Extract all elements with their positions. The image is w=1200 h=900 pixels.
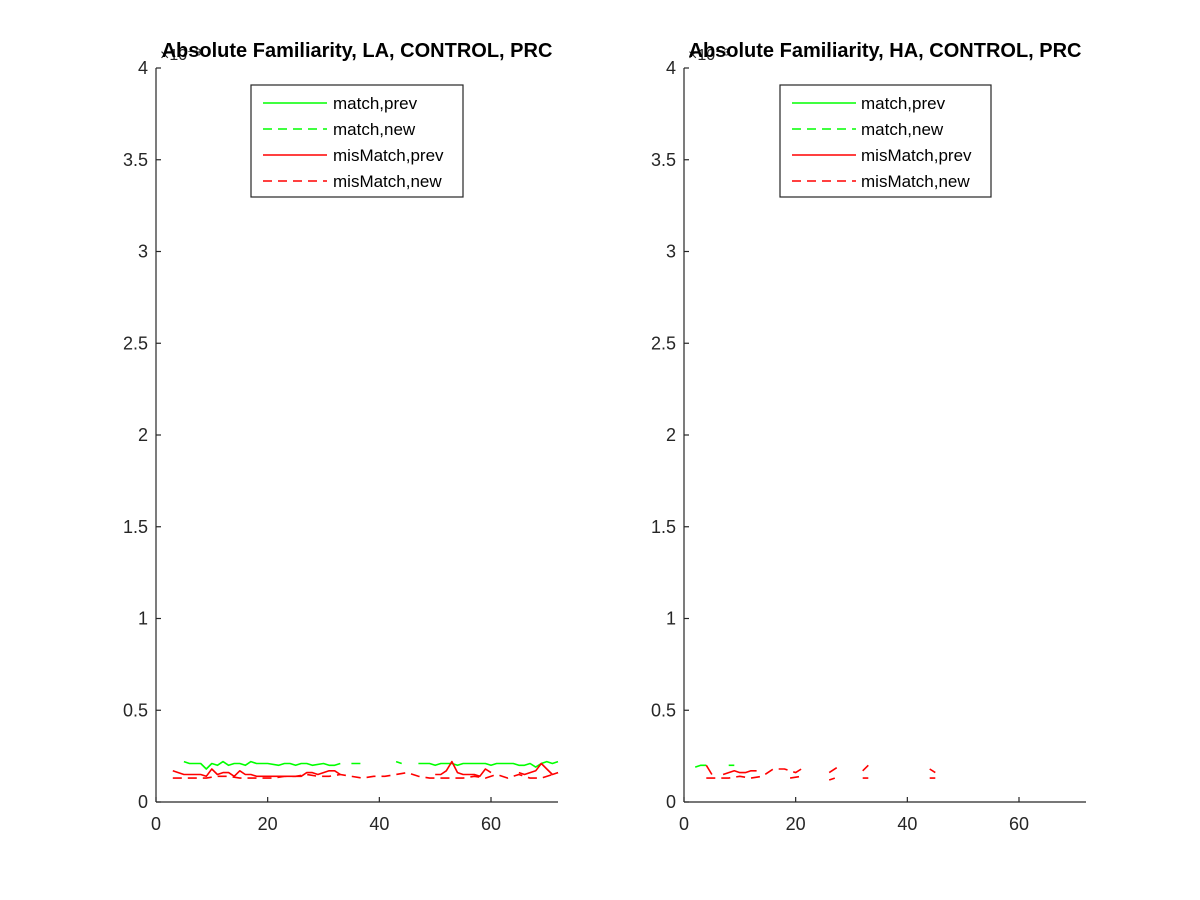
- legend-label-mismatch-prev: misMatch,prev: [861, 146, 972, 165]
- y-tick-label: 1: [138, 609, 148, 629]
- y-exponent-label: ×10⁻³: [688, 47, 730, 64]
- chart-panel-right: 0 0.5 1 1.5 2 2.5 3 3.5 4 0 20 40 60 ×10⁻³ Absolute…: [651, 40, 1086, 834]
- y-tick-label: 2.5: [123, 333, 148, 353]
- series-line-mismatch-prev: [172, 760, 559, 778]
- y-tick-label: 0.5: [123, 700, 148, 720]
- legend-label-mismatch-new: misMatch,new: [861, 172, 970, 191]
- x-tick-label: 60: [481, 814, 501, 834]
- y-tick-label: 3.5: [651, 150, 676, 170]
- x-tick-label: 40: [369, 814, 389, 834]
- y-tick-label: 2.5: [651, 333, 676, 353]
- legend-label-mismatch-new: misMatch,new: [333, 172, 442, 191]
- series-line-mismatch-new: [172, 771, 559, 779]
- y-tick-label: 4: [138, 58, 148, 78]
- x-tick-label: 20: [258, 814, 278, 834]
- chart-panel-left: 0 0.5 1 1.5 2 2.5 3 3.5 4 0 20 40 60 ×10⁻³ Absolute…: [123, 40, 559, 834]
- y-tick-label: 2: [138, 425, 148, 445]
- data-layer: [172, 760, 559, 779]
- x-tick-label: 0: [151, 814, 161, 834]
- legend-label-mismatch-prev: misMatch,prev: [333, 146, 444, 165]
- y-tick-label: 1.5: [123, 517, 148, 537]
- legend-label-match-prev: match,prev: [333, 94, 418, 113]
- x-ticks: 0 20 40 60: [679, 797, 1029, 834]
- chart-title: Absolute Familiarity, HA, CONTROL, PRC: [689, 40, 1082, 62]
- series-line-mismatch-new: [706, 764, 936, 781]
- y-tick-label: 1: [666, 609, 676, 629]
- x-tick-label: 60: [1009, 814, 1029, 834]
- y-tick-label: 3.5: [123, 150, 148, 170]
- legend-label-match-new: match,new: [333, 120, 416, 139]
- y-ticks: 0 0.5 1 1.5 2 2.5 3 3.5 4: [651, 58, 689, 812]
- series-line-mismatch-prev: [705, 764, 757, 776]
- y-exponent-label: ×10⁻³: [160, 47, 202, 64]
- chart-title: Absolute Familiarity, LA, CONTROL, PRC: [162, 40, 553, 62]
- y-tick-label: 1.5: [651, 517, 676, 537]
- y-ticks: 0 0.5 1 1.5 2 2.5 3 3.5 4: [123, 58, 161, 812]
- x-ticks: 0 20 40 60: [151, 797, 501, 834]
- legend-label-match-prev: match,prev: [861, 94, 946, 113]
- data-layer: [694, 764, 936, 781]
- y-tick-label: 4: [666, 58, 676, 78]
- y-tick-label: 3: [138, 242, 148, 262]
- legend-label-match-new: match,new: [861, 120, 944, 139]
- y-tick-label: 3: [666, 242, 676, 262]
- series-line-match-new: [351, 760, 402, 765]
- series-line-match-prev: [694, 764, 707, 768]
- x-tick-label: 0: [679, 814, 689, 834]
- y-tick-label: 0: [666, 792, 676, 812]
- legend: match,prev match,new misMatch,prev misMa…: [779, 84, 992, 198]
- y-tick-label: 0.5: [651, 700, 676, 720]
- legend: match,prev match,new misMatch,prev misMa…: [250, 84, 464, 198]
- x-tick-label: 40: [897, 814, 917, 834]
- y-tick-label: 0: [138, 792, 148, 812]
- x-tick-label: 20: [786, 814, 806, 834]
- series-line-match-prev: [183, 760, 559, 770]
- y-tick-label: 2: [666, 425, 676, 445]
